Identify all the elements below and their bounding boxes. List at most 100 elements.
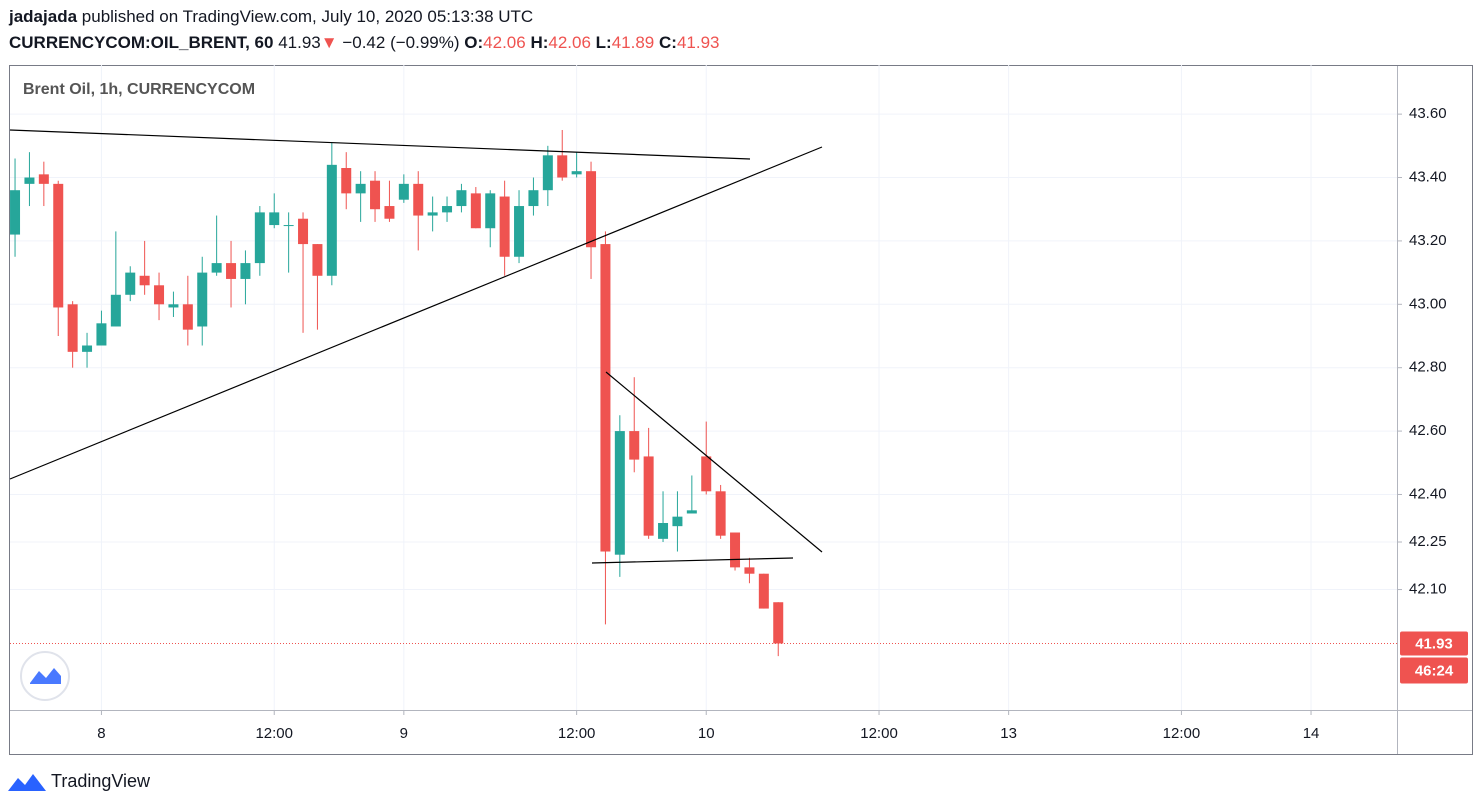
change: −0.42 (−0.99%): [342, 33, 460, 52]
trend-lines: [9, 129, 823, 564]
candle-body: [758, 573, 769, 609]
candle-body: [211, 263, 222, 273]
last-price-box: [1400, 631, 1468, 656]
x-tick-label: 12:00: [558, 725, 596, 742]
candle-body: [701, 456, 712, 492]
candle-body: [370, 180, 381, 210]
candle-body: [38, 174, 49, 184]
x-tick-label: 9: [400, 725, 408, 742]
footer-brand: TradingView: [51, 771, 151, 791]
candle-body: [168, 304, 179, 308]
y-tick-label: 42.40: [1409, 485, 1447, 502]
l-label: L:: [595, 33, 612, 52]
candle-body: [686, 510, 697, 514]
chart-frame: [9, 65, 1473, 755]
x-tick-label: 12:00: [255, 725, 293, 742]
candle-body: [82, 345, 93, 352]
o-label: O:: [464, 33, 484, 52]
candle-body: [499, 196, 510, 257]
chart-title: Brent Oil, 1h, CURRENCYCOM: [23, 81, 255, 98]
candle-body: [744, 567, 755, 574]
countdown-box: [1400, 657, 1468, 684]
trend-line: [9, 146, 823, 480]
c: 41.93: [676, 33, 720, 52]
candle-body: [586, 171, 597, 248]
candle-body: [355, 183, 366, 194]
candle-body: [470, 193, 481, 229]
y-tick-label: 43.00: [1409, 295, 1447, 312]
quote-line: CURRENCYCOM:OIL_BRENT, 60 41.93▼ −0.42 (…: [9, 33, 720, 53]
footer: TradingView: [8, 771, 151, 791]
candle-body: [240, 263, 251, 279]
candle-body: [672, 516, 683, 527]
h-label: H:: [530, 33, 549, 52]
candle-body: [485, 193, 496, 229]
candle-body: [413, 183, 424, 216]
countdown-label: 46:24: [1415, 662, 1454, 679]
y-tick-label: 43.60: [1409, 105, 1447, 122]
candle-body: [139, 275, 150, 286]
candle-body: [24, 177, 35, 184]
author: jadajada: [9, 7, 78, 26]
candle-body: [341, 168, 352, 194]
candle-body: [730, 532, 741, 568]
last-price-label: 41.93: [1415, 635, 1453, 652]
candle-body: [53, 183, 64, 308]
arrow: ▼: [320, 33, 338, 52]
logo-shape: [30, 668, 61, 684]
candle-body: [600, 244, 611, 552]
candles: [10, 129, 1397, 657]
candle-body: [125, 272, 136, 295]
candle-body: [10, 190, 21, 235]
candle-body: [571, 171, 582, 175]
candle-body: [514, 206, 525, 257]
axes: 43.60 43.40 43.20 43.00 42.80 42.60 42.40 42.25…: [97, 105, 1468, 742]
candle-body: [715, 491, 726, 536]
candle-body: [542, 155, 553, 191]
candle-body: [182, 304, 193, 330]
candle-body: [67, 304, 78, 352]
x-tick-label: 8: [97, 725, 105, 742]
trend-line: [9, 129, 751, 160]
candle-body: [110, 294, 121, 327]
x-tick-label: 12:00: [1163, 725, 1201, 742]
candle-body: [643, 456, 654, 536]
h: 42.06: [548, 33, 591, 52]
c-label: C:: [659, 33, 677, 52]
candle-body: [658, 522, 669, 539]
candle-body: [312, 244, 323, 276]
candle-body: [614, 431, 625, 555]
candle-body: [427, 212, 438, 216]
grid: [10, 65, 1397, 710]
publish-line: jadajada published on TradingView.com, J…: [9, 7, 533, 27]
last: 41.93: [278, 33, 321, 52]
y-tick-label: 42.60: [1409, 422, 1447, 439]
candle-body: [629, 431, 640, 460]
trend-line: [591, 557, 794, 564]
footer-logo: [8, 774, 46, 791]
y-tick-label: 43.20: [1409, 232, 1447, 249]
x-tick-label: 12:00: [860, 725, 898, 742]
logo-circle: [20, 651, 70, 701]
watermark-logo: [20, 651, 70, 701]
x-tick-label: 10: [698, 725, 715, 742]
candle-body: [326, 164, 337, 276]
candle-body: [226, 263, 237, 279]
candle-body: [398, 183, 409, 200]
candle-body: [442, 206, 453, 213]
candle-body: [528, 190, 539, 207]
published: published on TradingView.com, July 10, 2…: [81, 7, 534, 26]
trend-line: [605, 371, 823, 553]
candle-body: [96, 323, 107, 346]
y-tick-label: 43.40: [1409, 168, 1447, 185]
candle-body: [456, 190, 467, 207]
x-tick-label: 13: [1000, 725, 1017, 742]
candle-body: [283, 225, 294, 227]
candle-body: [269, 212, 280, 226]
symbol: CURRENCYCOM:OIL_BRENT, 60: [9, 33, 274, 52]
y-tick-label: 42.10: [1409, 581, 1447, 598]
candle-body: [197, 272, 208, 327]
o: 42.06: [483, 33, 526, 52]
